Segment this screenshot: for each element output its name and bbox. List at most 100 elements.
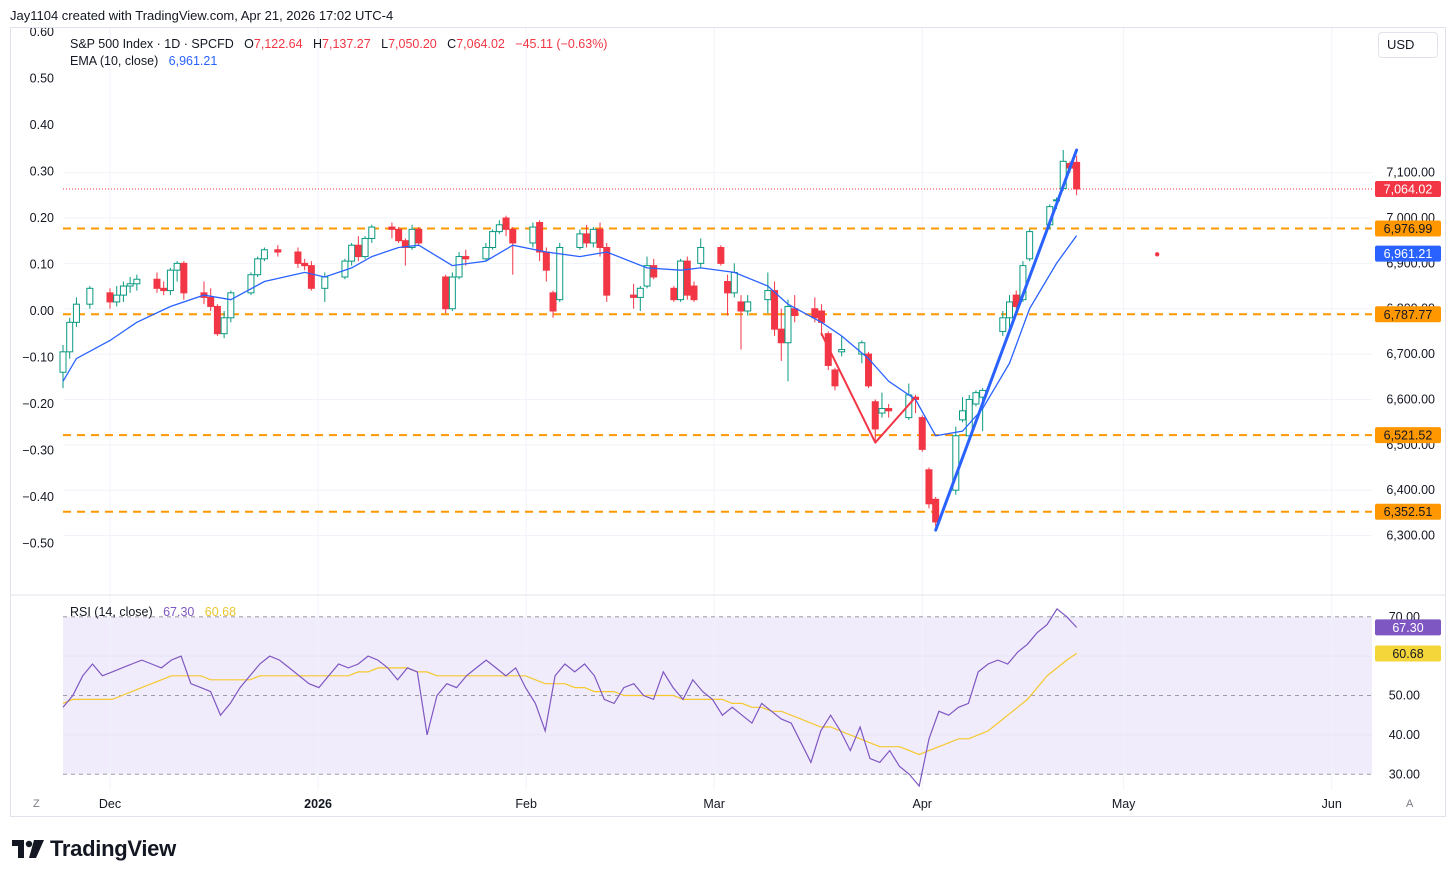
- price-axis-tick: 6,700.00: [1386, 347, 1435, 361]
- left-axis-tick: −0.20: [22, 397, 54, 411]
- symbol-title[interactable]: S&P 500 Index · 1D · SPCFD: [70, 37, 234, 51]
- auto-scale-toggle[interactable]: A: [1406, 798, 1414, 810]
- rsi-line: [62, 608, 1078, 788]
- rsi-axis-tick: 40.00: [1389, 728, 1420, 742]
- left-axis-tick: 0.30: [30, 165, 54, 179]
- level-price-label-box: [1375, 503, 1441, 520]
- candle-body: [636, 287, 644, 298]
- level-price-label-box: [1375, 220, 1441, 237]
- candle: [777, 308, 785, 361]
- candle-body: [677, 260, 685, 301]
- candle-body: [401, 240, 409, 248]
- candle: [395, 227, 403, 243]
- candle-body: [777, 328, 785, 344]
- candle-body: [737, 301, 745, 312]
- left-axis: 0.60 0.50 0.40 0.30 0.20 0.10 0.00 −0.10 −0.20 −0…: [22, 25, 54, 551]
- candle-body: [388, 226, 396, 230]
- low-value: 7,050.20: [388, 37, 437, 51]
- currency-button[interactable]: USD: [1378, 32, 1438, 58]
- candle-body: [724, 281, 732, 294]
- legend-ema[interactable]: EMA (10, close) 6,961.21: [70, 54, 217, 68]
- candle-body: [811, 308, 819, 319]
- candle-body: [556, 246, 564, 301]
- candle-body: [549, 292, 557, 312]
- candle-body: [254, 258, 262, 276]
- candle: [482, 242, 490, 262]
- candle-body: [502, 217, 510, 230]
- candle: [173, 261, 181, 282]
- open-value: 7,122.64: [253, 37, 303, 51]
- candle: [489, 229, 497, 250]
- candle-body: [166, 269, 174, 292]
- candle: [925, 467, 933, 509]
- candle: [86, 286, 94, 309]
- high-label: H: [312, 37, 323, 51]
- candle: [972, 390, 980, 407]
- time-axis-tick: Mar: [703, 797, 725, 811]
- candle: [66, 317, 74, 359]
- candle: [576, 229, 584, 250]
- candle: [724, 274, 732, 316]
- candle: [918, 415, 926, 452]
- candle: [589, 227, 597, 248]
- level-price-label-text: 6,352.51: [1384, 505, 1433, 519]
- candle: [213, 304, 221, 336]
- rsi-ma-line: [62, 652, 1077, 756]
- candle: [878, 392, 886, 418]
- candle-body: [771, 290, 779, 330]
- rsi-ma-value-label-text: 60.68: [1392, 647, 1423, 661]
- candle-body: [207, 296, 215, 307]
- candle: [885, 404, 893, 418]
- candle-body: [294, 251, 302, 264]
- candle-body: [918, 417, 926, 450]
- close-label: C: [447, 37, 457, 51]
- candle-body: [448, 276, 456, 310]
- candle: [683, 256, 691, 300]
- legend-rsi[interactable]: RSI (14, close) 67.30 60.68: [70, 605, 236, 619]
- candle: [952, 426, 960, 495]
- candle-body: [630, 294, 638, 298]
- candle: [771, 281, 779, 336]
- rsi-ma-value-label: 60.68: [1375, 645, 1441, 662]
- candle-body: [999, 317, 1007, 332]
- candle: [348, 242, 356, 266]
- candle-body: [395, 228, 403, 242]
- rsi-value-label-box: [1375, 619, 1441, 636]
- candle: [999, 311, 1007, 336]
- level-price-label-text: 6,787.77: [1384, 308, 1433, 322]
- candle-body: [462, 256, 470, 260]
- candle: [717, 245, 725, 266]
- legend-ohlc[interactable]: S&P 500 Index · 1D · SPCFD O7,122.64 H7,…: [70, 37, 607, 51]
- candle-body: [744, 301, 752, 312]
- rsi-axis-tick: 30.00: [1389, 767, 1420, 781]
- left-axis-tick: 0.40: [30, 118, 54, 132]
- candle-body: [307, 265, 315, 289]
- candle-body: [697, 246, 705, 264]
- candle: [415, 227, 423, 246]
- candle-body: [274, 249, 282, 253]
- candle: [677, 258, 685, 302]
- log-scale-toggle[interactable]: Z: [33, 798, 40, 810]
- candle: [529, 222, 537, 248]
- candle: [1073, 155, 1081, 196]
- candle-body: [791, 308, 799, 317]
- left-axis-tick: 0.00: [30, 304, 54, 318]
- candle-body: [1026, 231, 1034, 260]
- close-value: 7,064.02: [456, 37, 505, 51]
- candle: [220, 311, 228, 339]
- left-axis-tick: −0.50: [22, 537, 54, 551]
- left-axis-tick: −0.10: [22, 351, 54, 365]
- candle: [670, 286, 678, 302]
- candle-body: [952, 435, 960, 491]
- candle-body: [126, 283, 134, 287]
- ema-label[interactable]: EMA (10, close): [70, 54, 159, 68]
- candle-body: [495, 224, 503, 233]
- candle-body: [959, 410, 967, 421]
- rsi-label[interactable]: RSI (14, close): [70, 605, 153, 619]
- time-axis-tick: May: [1112, 797, 1136, 811]
- candle-body: [1006, 301, 1014, 319]
- candle: [871, 399, 879, 443]
- high-value: 7,137.27: [322, 37, 371, 51]
- candle-body: [86, 287, 94, 305]
- axis-price-labels: 6,976.99 6,787.77 6,521.52 6,352.51 7,064.02…: [1375, 180, 1441, 662]
